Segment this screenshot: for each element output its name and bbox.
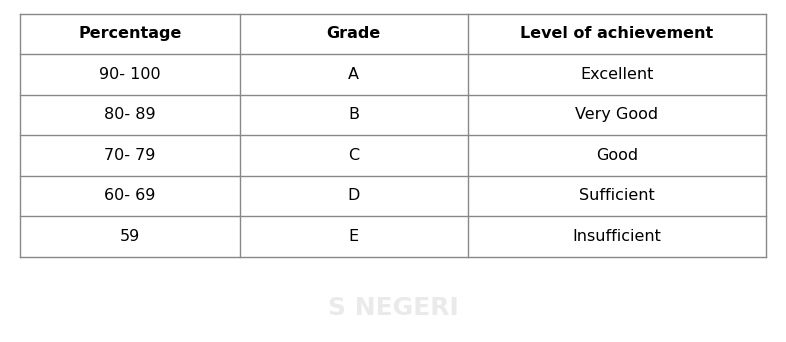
Text: 60- 69: 60- 69 <box>104 188 156 203</box>
Text: 80- 89: 80- 89 <box>104 107 156 122</box>
Text: B: B <box>348 107 359 122</box>
Text: Sufficient: Sufficient <box>579 188 655 203</box>
Text: 59: 59 <box>119 229 140 244</box>
Text: E: E <box>349 229 359 244</box>
Text: Excellent: Excellent <box>580 67 654 82</box>
Text: S NEGERI: S NEGERI <box>328 296 458 320</box>
Text: Good: Good <box>596 148 638 163</box>
Text: 70- 79: 70- 79 <box>104 148 156 163</box>
Text: Grade: Grade <box>327 26 381 41</box>
Text: Level of achievement: Level of achievement <box>520 26 714 41</box>
Text: Very Good: Very Good <box>575 107 659 122</box>
Text: Insufficient: Insufficient <box>572 229 662 244</box>
Text: C: C <box>348 148 359 163</box>
Text: A: A <box>348 67 359 82</box>
Text: 90- 100: 90- 100 <box>99 67 160 82</box>
Text: D: D <box>347 188 360 203</box>
Text: Percentage: Percentage <box>78 26 182 41</box>
